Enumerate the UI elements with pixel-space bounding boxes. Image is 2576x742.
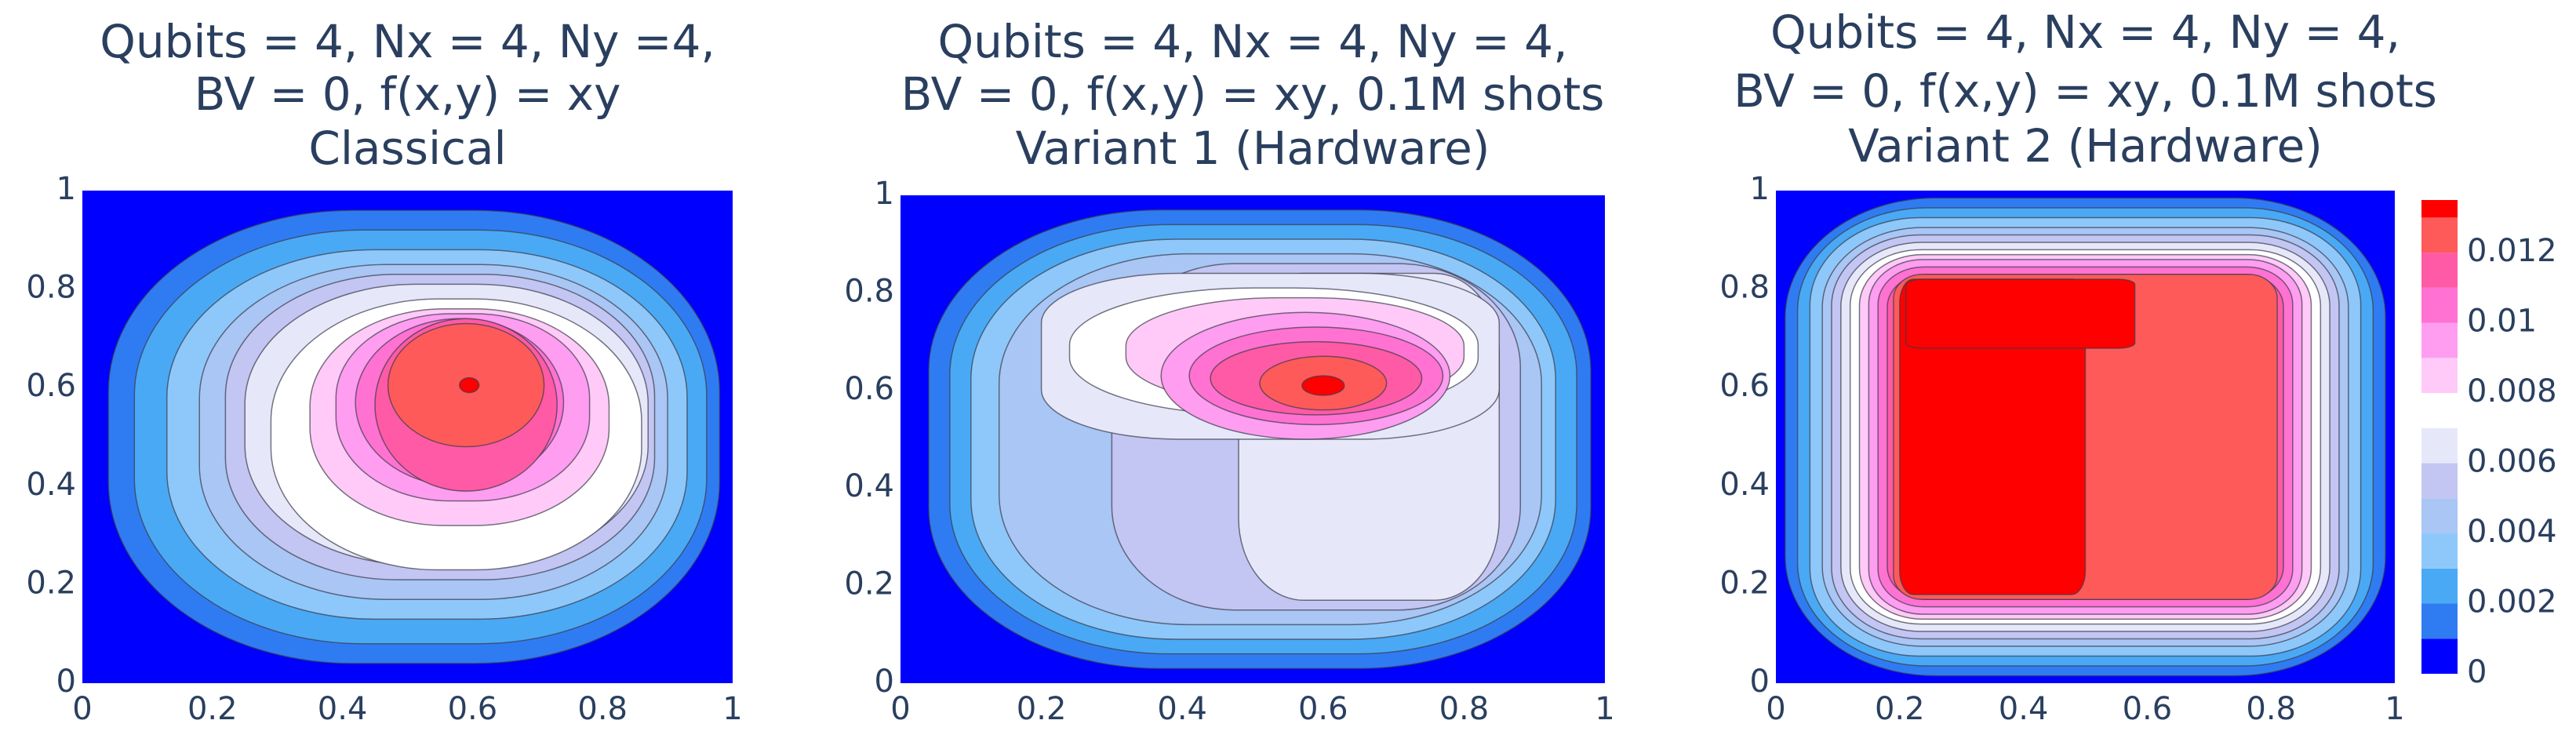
y-tick-label: 0 xyxy=(875,664,894,700)
colorbar-tick-label: 0.004 xyxy=(2467,514,2557,550)
chart-title: Qubits = 4, Nx = 4, Ny = 4, xyxy=(1770,5,2400,59)
chart-title: BV = 0, f(x,y) = xy, 0.1M shots xyxy=(1734,64,2437,118)
x-tick-label: 0 xyxy=(890,691,910,727)
y-tick-label: 1 xyxy=(56,171,76,207)
colorbar-band xyxy=(2421,568,2458,604)
y-tick-label: 0.6 xyxy=(26,368,76,404)
colorbar-band xyxy=(2421,427,2458,464)
colorbar-band xyxy=(2421,217,2458,253)
x-tick-label: 0.6 xyxy=(2123,691,2173,727)
y-tick-label: 0.4 xyxy=(1719,467,1770,503)
colorbar-band xyxy=(2421,358,2458,394)
colorbar-band xyxy=(2421,253,2458,288)
y-tick-label: 0.4 xyxy=(844,468,894,504)
chart-title: Classical xyxy=(308,122,506,175)
chart-title: Qubits = 4, Nx = 4, Ny = 4, xyxy=(937,15,1567,68)
y-tick-label: 1 xyxy=(875,176,894,212)
y-tick-label: 0.8 xyxy=(26,270,76,306)
chart-title: Variant 1 (Hardware) xyxy=(1016,122,1490,175)
colorbar-tick-label: 0.002 xyxy=(2467,584,2557,620)
contour-region xyxy=(459,376,480,394)
chart-title: BV = 0, f(x,y) = xy, 0.1M shots xyxy=(901,67,1605,121)
y-tick-label: 0.4 xyxy=(26,467,76,503)
x-tick-label: 0.2 xyxy=(1875,691,1925,727)
x-tick-label: 1 xyxy=(2385,691,2404,727)
y-tick-label: 0.6 xyxy=(844,371,894,407)
colorbar-band xyxy=(2421,322,2458,358)
colorbar-tick-label: 0 xyxy=(2467,654,2487,690)
x-tick-label: 0.8 xyxy=(1439,691,1490,727)
colorbar: 0 0.002 0.004 0.006 0.008 0.01 0.012 xyxy=(2421,200,2557,690)
x-tick-label: 0.8 xyxy=(2246,691,2296,727)
x-tick-label: 0.6 xyxy=(448,691,498,727)
x-tick-label: 0.8 xyxy=(577,691,628,727)
subplot: Qubits = 4, Nx = 4, Ny = 4,BV = 0, f(x,y… xyxy=(1719,5,2437,727)
y-tick-label: 0.6 xyxy=(1719,368,1770,404)
y-tick-label: 0.2 xyxy=(844,566,894,602)
colorbar-band xyxy=(2421,200,2458,218)
y-tick-label: 0.8 xyxy=(844,273,894,309)
colorbar-band xyxy=(2421,603,2458,639)
colorbar-band xyxy=(2421,393,2458,428)
x-tick-label: 1 xyxy=(722,691,742,727)
x-tick-label: 0 xyxy=(72,691,92,727)
x-tick-label: 0.6 xyxy=(1298,691,1348,727)
colorbar-band xyxy=(2421,533,2458,569)
y-tick-label: 0.2 xyxy=(1719,565,1770,601)
x-tick-label: 1 xyxy=(1595,691,1614,727)
y-tick-label: 1 xyxy=(1750,171,1770,207)
subplot: Qubits = 4, Nx = 4, Ny = 4,BV = 0, f(x,y… xyxy=(844,15,1614,727)
chart-title: BV = 0, f(x,y) = xy xyxy=(195,67,621,121)
y-tick-label: 0 xyxy=(1750,664,1770,700)
subplot: Qubits = 4, Nx = 4, Ny =4,BV = 0, f(x,y)… xyxy=(26,15,742,727)
x-tick-label: 0.4 xyxy=(1157,691,1207,727)
contour-region xyxy=(1301,375,1345,396)
contour-region xyxy=(1905,278,2136,349)
colorbar-band xyxy=(2421,638,2458,674)
y-tick-label: 0.2 xyxy=(26,565,76,601)
chart-title: Qubits = 4, Nx = 4, Ny =4, xyxy=(100,15,715,68)
colorbar-tick-label: 0.01 xyxy=(2467,304,2537,340)
colorbar-band xyxy=(2421,463,2458,499)
x-tick-label: 0.2 xyxy=(1017,691,1067,727)
colorbar-band xyxy=(2421,287,2458,323)
chart-title: Variant 2 (Hardware) xyxy=(1848,119,2323,173)
colorbar-tick-label: 0.008 xyxy=(2467,373,2557,409)
x-tick-label: 0.4 xyxy=(318,691,368,727)
colorbar-tick-label: 0.006 xyxy=(2467,444,2557,480)
x-tick-label: 0 xyxy=(1766,691,1785,727)
y-tick-label: 0 xyxy=(56,664,76,700)
colorbar-band xyxy=(2421,498,2458,534)
y-tick-label: 0.8 xyxy=(1719,270,1770,306)
x-tick-label: 0.2 xyxy=(187,691,238,727)
x-tick-label: 0.4 xyxy=(1999,691,2049,727)
colorbar-tick-label: 0.012 xyxy=(2467,233,2557,269)
